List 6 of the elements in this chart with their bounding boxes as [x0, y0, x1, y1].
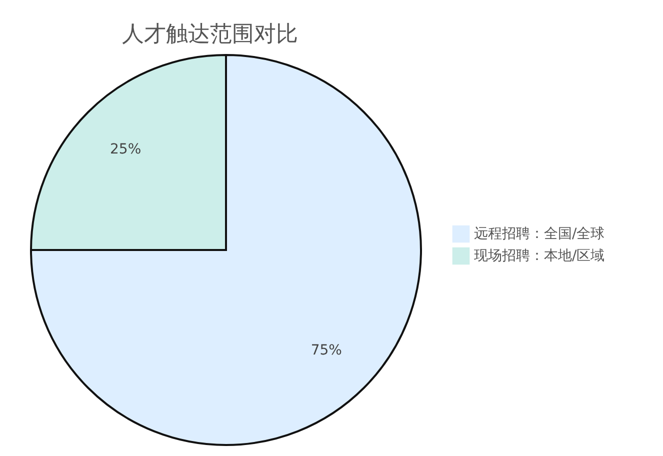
- legend-label: 远程招聘：全国/全球: [474, 226, 605, 242]
- data-label: 25%: [110, 142, 142, 158]
- chart-title: 人才触达范围对比: [122, 22, 298, 47]
- legend-label: 现场招聘：本地/区域: [474, 248, 605, 264]
- data-label: 75%: [310, 342, 342, 358]
- pie-slice: [30, 54, 422, 446]
